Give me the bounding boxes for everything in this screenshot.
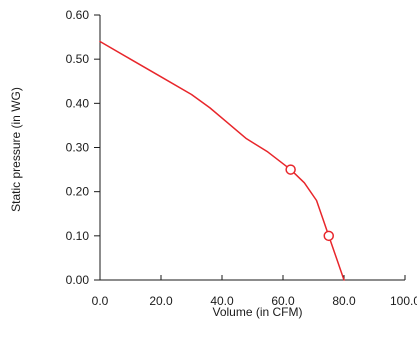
y-axis-title: Static pressure (in WG)	[9, 87, 23, 212]
x-tick-label: 40.0	[210, 294, 234, 308]
ticks: 0.00 0.10 0.20 0.30 0.40 0.50 0.60 0.0 20.0 40.0 6…	[66, 8, 417, 308]
x-tick-label: 80.0	[332, 294, 356, 308]
x-tick-label: 0.0	[92, 294, 109, 308]
x-tick-label: 60.0	[271, 294, 295, 308]
x-axis-title: Volume (in CFM)	[212, 305, 302, 319]
x-tick-label: 100.0	[390, 294, 417, 308]
y-tick-label: 0.40	[66, 96, 90, 110]
y-tick-label: 0.10	[66, 229, 90, 243]
operating-point-marker	[323, 230, 334, 242]
y-tick-label: 0.50	[66, 52, 90, 66]
operating-point-marker	[285, 164, 296, 175]
markers	[285, 164, 334, 242]
series-line	[99, 40, 345, 281]
y-tick-label: 0.00	[66, 273, 90, 287]
y-tick-label: 0.20	[66, 185, 90, 199]
axes	[99, 15, 405, 281]
y-tick-label: 0.30	[66, 141, 90, 155]
series	[99, 40, 345, 281]
y-tick-label: 0.60	[66, 8, 90, 22]
x-tick-label: 20.0	[149, 294, 173, 308]
